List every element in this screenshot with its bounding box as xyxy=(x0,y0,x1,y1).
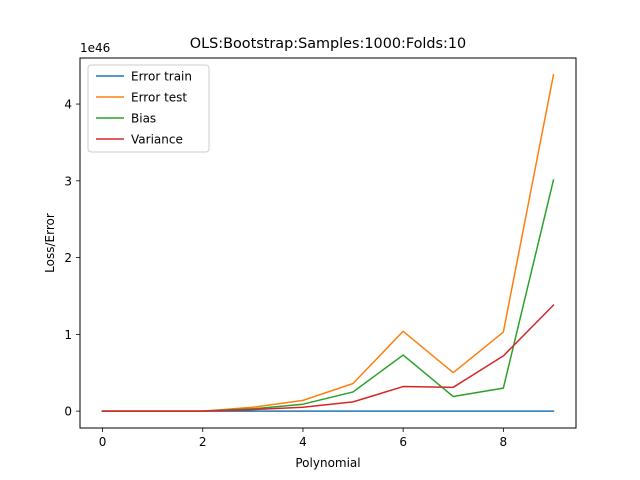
chart-title: OLS:Bootstrap:Samples:1000:Folds:10 xyxy=(190,36,466,52)
y-axis-ticks: 0 1 2 3 4 xyxy=(64,98,80,419)
y-tick-label: 0 xyxy=(64,405,72,419)
plot-area xyxy=(101,74,555,412)
x-tick-label: 6 xyxy=(399,435,407,449)
legend-label-4: Variance xyxy=(131,133,183,147)
y-tick-label: 4 xyxy=(64,98,72,112)
y-tick-label: 2 xyxy=(64,251,72,265)
legend-box xyxy=(87,64,210,153)
y-axis-label: Loss/Error xyxy=(43,213,57,273)
legend: Error train Error test Bias Variance xyxy=(87,64,210,153)
series-line-4 xyxy=(101,304,555,412)
legend-label-2: Error test xyxy=(131,91,187,105)
x-axis-label: Polynomial xyxy=(295,456,360,470)
y-tick-label: 3 xyxy=(64,174,72,188)
x-tick-label: 8 xyxy=(500,435,508,449)
plot-frame xyxy=(79,57,577,429)
x-tick-label: 0 xyxy=(99,435,107,449)
x-tick-label: 4 xyxy=(299,435,307,449)
x-axis-ticks: 0 2 4 6 8 xyxy=(99,428,507,449)
y-tick-label: 1 xyxy=(64,328,72,342)
x-tick-label: 2 xyxy=(199,435,207,449)
legend-label-1: Error train xyxy=(131,70,192,84)
y-offset-text: 1e46 xyxy=(80,41,110,55)
legend-label-3: Bias xyxy=(131,112,156,126)
